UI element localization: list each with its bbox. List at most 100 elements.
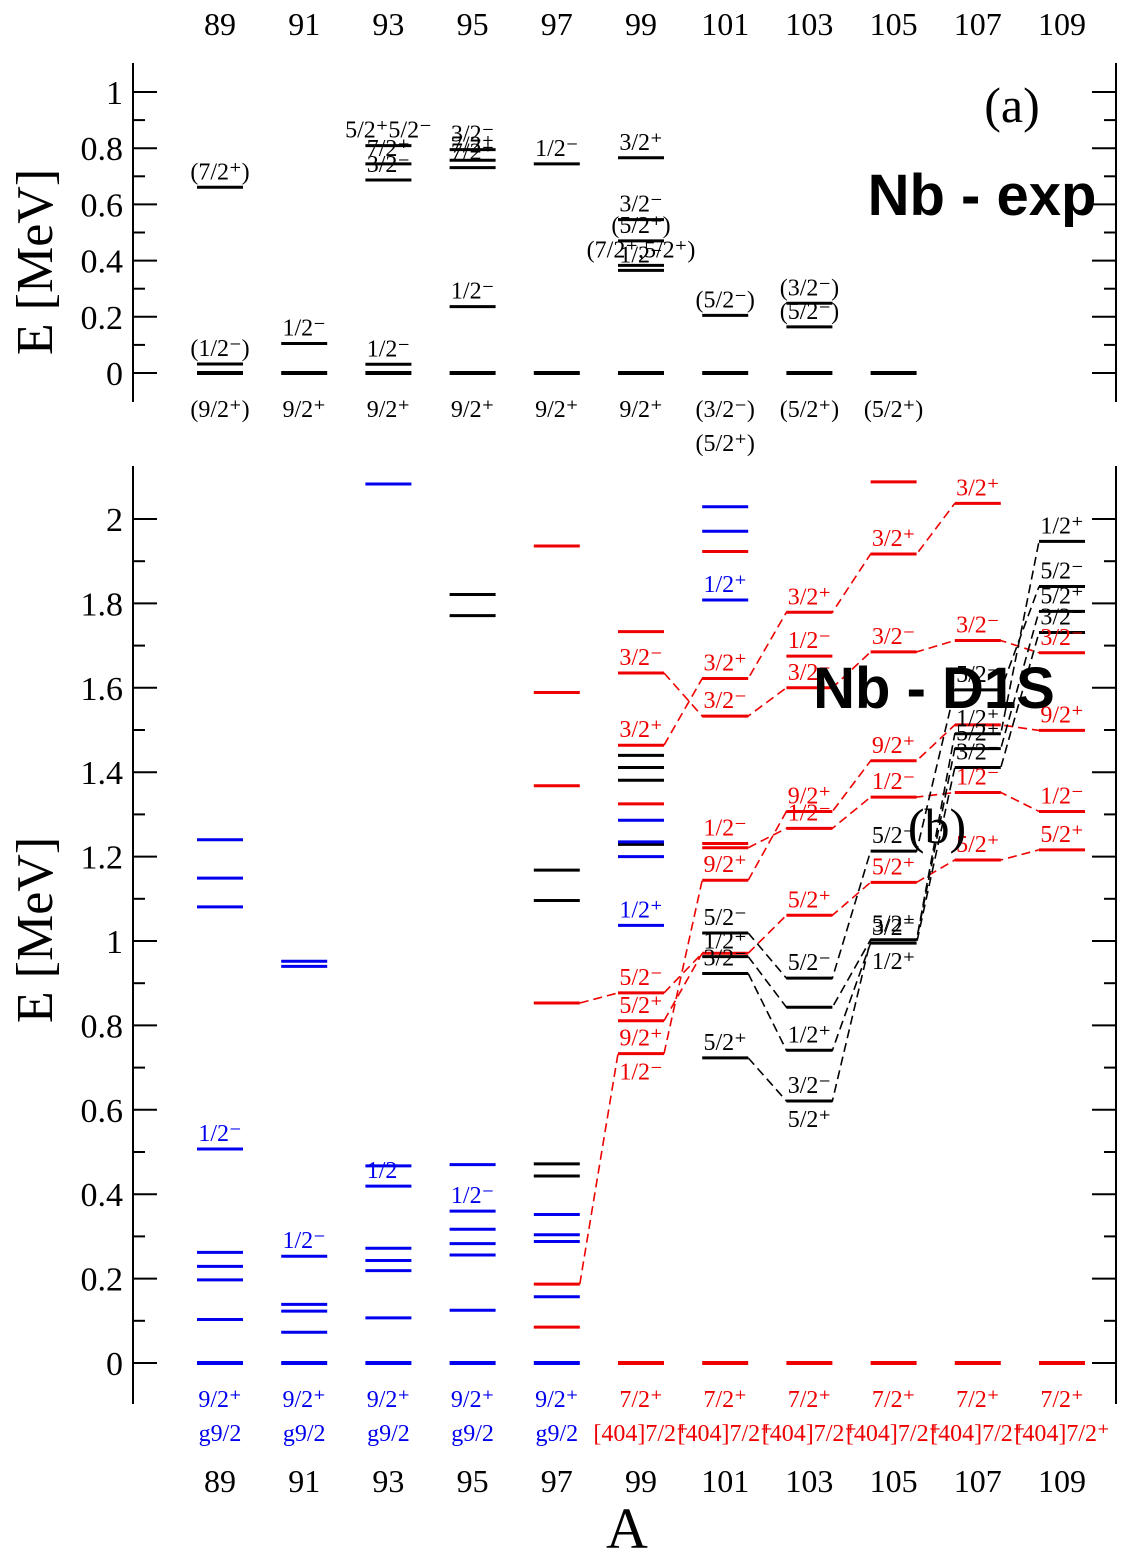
- spin-parity-label: 1/2⁻: [283, 1228, 326, 1254]
- y-tick-label: 0.4: [81, 244, 124, 281]
- y-tick-label: 1.8: [81, 586, 124, 623]
- panel-a-y-axis-label: E [MeV]: [7, 169, 64, 355]
- x-tick-label: 99: [625, 1463, 657, 1499]
- panel-b-y-axis-label: E [MeV]: [7, 837, 64, 1023]
- y-tick-label: 1: [106, 75, 123, 112]
- spin-parity-label: 7/2⁺: [451, 140, 494, 166]
- spin-parity-label: 1/2⁺: [788, 1022, 831, 1048]
- x-tick-label: 93: [372, 6, 404, 42]
- spin-parity-label: 9/2⁺: [451, 397, 494, 423]
- spin-parity-label: 7/2⁺: [704, 1387, 747, 1413]
- spin-parity-label: 7/2⁺: [367, 136, 410, 162]
- spin-parity-label: 3/2⁻: [704, 688, 747, 714]
- spin-parity-label: 9/2⁺: [283, 1387, 326, 1413]
- x-tick-label: 95: [457, 6, 489, 42]
- spin-parity-label: g9/2: [367, 1421, 410, 1447]
- y-tick-label: 2: [106, 502, 123, 539]
- spin-parity-label: 3/2⁺: [619, 130, 662, 156]
- spin-parity-label: (5/2⁻): [696, 287, 755, 313]
- spin-parity-label: 1/2⁻: [788, 800, 831, 826]
- spin-parity-label: 3/2⁺: [788, 584, 831, 610]
- spin-parity-label: 3/2⁻: [788, 1073, 831, 1099]
- spin-parity-label: 9/2⁺: [788, 783, 831, 809]
- x-tick-label: 91: [288, 6, 320, 42]
- x-tick-label: 89: [204, 1463, 236, 1499]
- spin-parity-label: 1/2⁺: [956, 706, 999, 732]
- spin-parity-label: [404]7/2⁺: [762, 1421, 857, 1447]
- level-connector: [579, 1053, 619, 1285]
- spin-parity-label: 3/2⁻: [704, 945, 747, 971]
- spin-parity-label: 9/2⁺: [704, 852, 747, 878]
- x-tick-label: 101: [701, 6, 749, 42]
- spin-parity-label: g9/2: [199, 1421, 242, 1447]
- spin-parity-label: (7/2⁺): [190, 159, 249, 185]
- x-tick-label: 99: [625, 6, 657, 42]
- spin-parity-label: (1/2⁻): [190, 336, 249, 362]
- y-tick-label: 0: [106, 356, 123, 393]
- y-tick-label: 0.6: [81, 1093, 124, 1130]
- panel-b-label: (b): [908, 798, 966, 854]
- y-tick-label: 0.8: [81, 131, 124, 168]
- spin-parity-label: 1/2⁺: [619, 897, 662, 923]
- spin-parity-label: [404]7/2⁺: [930, 1421, 1025, 1447]
- spin-parity-label: (5/2⁻): [780, 299, 839, 325]
- spin-parity-label: (5/2⁺): [696, 431, 755, 457]
- spin-parity-label: 5/2⁻: [872, 823, 915, 849]
- spin-parity-label: 5/2⁺: [1040, 822, 1083, 848]
- level-connector: [663, 952, 703, 1022]
- spin-parity-label: 3/2⁺: [872, 526, 915, 552]
- spin-parity-label: 7/2⁺: [788, 1387, 831, 1413]
- y-tick-label: 1.2: [81, 840, 124, 877]
- panel-b-title: Nb - D1S: [813, 656, 1055, 721]
- spin-parity-label: 1/2⁺: [704, 929, 747, 955]
- level-connector: [663, 880, 703, 1054]
- spin-parity-label: 7/2⁺: [619, 1387, 662, 1413]
- spin-parity-label: [404]7/2⁺: [846, 1421, 941, 1447]
- spin-parity-label: 1/2⁻: [619, 1060, 662, 1086]
- panel-b-d1s-calculation: 0 0.2 0.4 0.6 0.8 1 1.2 1.4 1.6 1.8 2 89 91 93 95 97 99 1…: [81, 466, 1117, 1499]
- spin-parity-label: 3/2⁻: [788, 660, 831, 686]
- spin-parity-label: 3/2⁻: [872, 624, 915, 650]
- spin-parity-label: 3/2⁻: [1040, 605, 1083, 631]
- spin-parity-label: 9/2⁺: [872, 733, 915, 759]
- spin-parity-label: 3/2⁺: [619, 717, 662, 743]
- spin-parity-label: 9/2⁺: [619, 397, 662, 423]
- spin-parity-label: 5/2⁻: [1040, 559, 1083, 585]
- y-tick-label: 1.6: [81, 671, 124, 708]
- panel-a-label: (a): [984, 77, 1040, 133]
- x-tick-label: 93: [372, 1463, 404, 1499]
- spin-parity-label: 3/2⁻: [451, 122, 494, 148]
- spin-parity-label: 9/2⁺: [619, 1026, 662, 1052]
- y-tick-label: 0.6: [81, 187, 124, 224]
- spin-parity-label: (5/2⁺): [780, 397, 839, 423]
- spin-parity-label: 9/2⁺: [535, 397, 578, 423]
- x-tick-label: 89: [204, 6, 236, 42]
- x-tick-label: 105: [870, 6, 918, 42]
- spin-parity-label: (9/2⁺): [190, 397, 249, 423]
- spin-parity-label: 1/2⁺: [1040, 513, 1083, 539]
- x-tick-label: 109: [1038, 1463, 1086, 1499]
- spin-parity-label: [404]7/2⁺: [678, 1421, 773, 1447]
- spin-parity-label: 5/2⁺: [788, 1107, 831, 1133]
- spin-parity-label: 1/2⁻: [872, 769, 915, 795]
- spin-parity-label: 1/2⁺: [872, 949, 915, 975]
- spin-parity-label: 3/2⁻: [956, 740, 999, 766]
- spin-parity-label: 5/2⁺: [956, 832, 999, 858]
- spin-parity-label: 3/2⁻: [872, 915, 915, 941]
- y-tick-label: 0.2: [81, 300, 124, 337]
- x-tick-label: 97: [541, 1463, 573, 1499]
- x-tick-label: 109: [1038, 6, 1086, 42]
- spin-parity-label: 5/2⁻: [704, 905, 747, 931]
- spin-parity-label: 3/2⁺: [956, 475, 999, 501]
- panel-a-title: Nb - exp: [868, 163, 1097, 228]
- spin-parity-label: 5/2⁺: [872, 854, 915, 880]
- spin-parity-label: 1/2⁻: [704, 816, 747, 842]
- x-tick-label: 95: [457, 1463, 489, 1499]
- spin-parity-label: 7/2⁺: [872, 1387, 915, 1413]
- spin-parity-label: 5/2⁻: [956, 662, 999, 688]
- spin-parity-label: 1/2⁺: [704, 572, 747, 598]
- y-tick-label: 0.4: [81, 1177, 124, 1214]
- spin-parity-label: 5/2⁻: [788, 950, 831, 976]
- y-tick-label: 0.2: [81, 1262, 124, 1299]
